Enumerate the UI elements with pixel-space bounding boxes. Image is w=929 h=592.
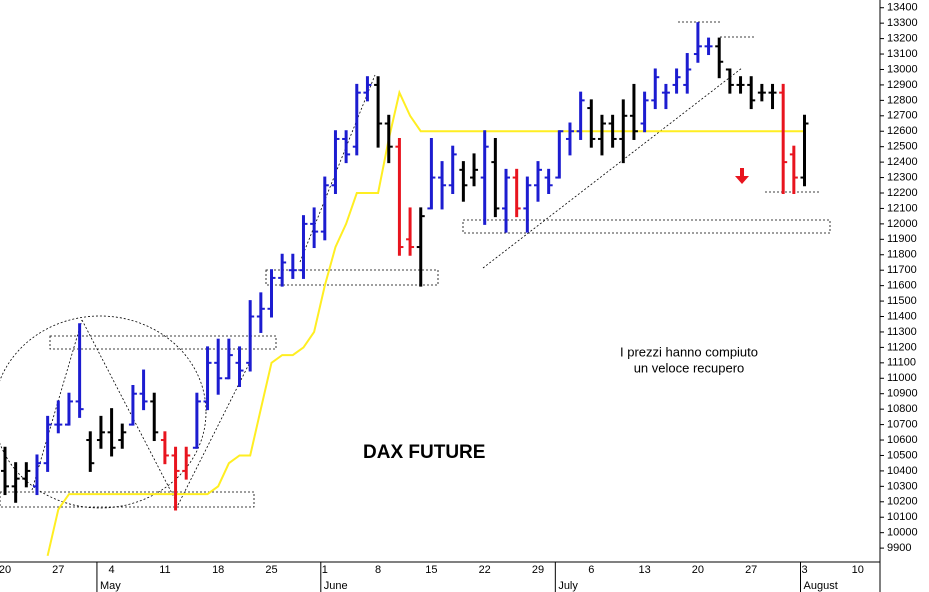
y-tick-label: 12100 [887,202,918,214]
month-label: July [558,580,578,592]
moving-average [46,89,805,557]
chart-title: DAX FUTURE [363,442,485,463]
month-label: June [324,580,348,592]
x-tick-label: 20 [0,564,11,576]
y-tick-label: 10900 [887,388,918,400]
y-tick-label: 11400 [887,310,917,322]
x-tick-label: 20 [692,564,704,576]
y-tick-label: 13300 [887,17,918,29]
ellipse [0,315,207,509]
x-tick-label: 27 [745,564,757,576]
x-tick-label: 1 [322,564,328,576]
y-tick-label: 11000 [887,372,917,384]
y-tick-label: 11300 [887,326,917,338]
y-tick-label: 12800 [887,94,918,106]
y-tick-label: 12300 [887,171,918,183]
y-tick-label: 10800 [887,403,918,415]
month-label: May [100,580,121,592]
y-tick-label: 11900 [887,233,917,245]
box [0,491,255,508]
annotation: un veloce recupero [634,360,745,375]
x-tick-label: 27 [52,564,64,576]
x-tick-label: 3 [801,564,807,576]
x-tick-label: 11 [159,564,170,576]
y-tick-label: 11700 [887,264,917,276]
y-tick-label: 11600 [887,280,917,292]
y-tick-label: 12200 [887,187,918,199]
y-tick-label: 13400 [887,2,918,14]
x-tick-label: 18 [212,564,224,576]
y-tick-label: 10200 [887,496,918,508]
trend-line [482,67,743,269]
box [49,335,277,350]
x-tick-label: 29 [532,564,544,576]
trend-line [81,319,179,506]
y-tick-label: 10400 [887,465,918,477]
x-tick-label: 22 [479,564,491,576]
y-tick-label: 12000 [887,218,918,230]
box [462,219,831,234]
y-tick-label: 10600 [887,434,918,446]
x-tick-label: 15 [425,564,437,576]
annotation: I prezzi hanno compiuto [620,344,758,359]
y-tick-label: 9900 [887,542,911,554]
trend-line [177,361,251,506]
y-tick-label: 11100 [887,357,916,369]
y-tick-label: 11800 [887,249,917,261]
red-arrow [735,168,749,184]
x-tick-label: 13 [638,564,650,576]
x-tick-label: 25 [265,564,277,576]
y-tick-label: 12900 [887,79,918,91]
x-tick-label: 10 [852,564,864,576]
y-tick-label: 13000 [887,63,918,75]
y-tick-label: 10300 [887,480,918,492]
x-tick-label: 4 [109,564,115,576]
y-tick-label: 12400 [887,156,918,168]
x-tick-label: 6 [588,564,594,576]
y-tick-label: 13100 [887,48,918,60]
y-tick-label: 10500 [887,449,918,461]
plot [1,22,809,557]
y-tick-label: 11200 [887,341,917,353]
x-tick-label: 8 [375,564,381,576]
box [265,269,439,286]
y-tick-label: 10100 [887,511,918,523]
month-label: August [804,580,838,592]
y-tick-label: 12600 [887,125,918,137]
y-tick-label: 10000 [887,527,918,539]
y-tick-label: 13200 [887,33,918,45]
y-tick-label: 10700 [887,418,918,430]
y-tick-label: 12500 [887,141,918,153]
trend-line [299,74,376,263]
y-tick-label: 11500 [887,295,917,307]
y-tick-label: 12700 [887,110,918,122]
annotation-shapes [0,21,831,509]
